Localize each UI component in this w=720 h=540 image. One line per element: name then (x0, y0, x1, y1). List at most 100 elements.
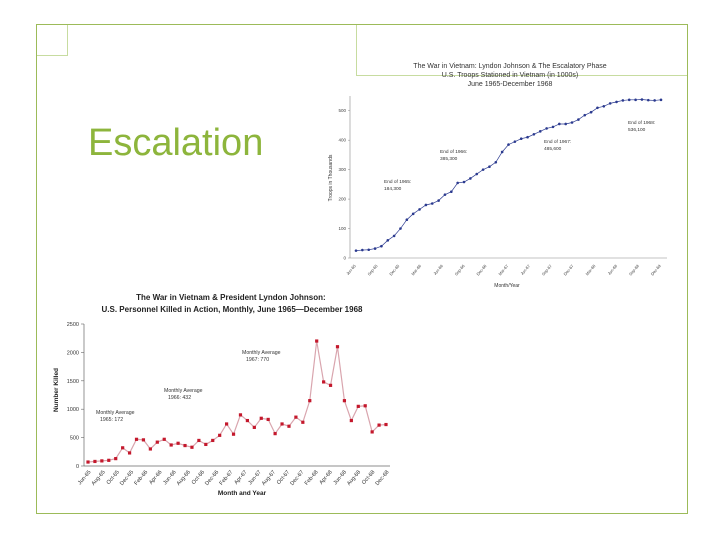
data-point (349, 418, 353, 423)
data-point (443, 193, 447, 196)
kia-chart: The War in Vietnam & President Lyndon Jo… (53, 293, 391, 497)
y-tick-label: 500 (70, 436, 79, 442)
data-point (424, 203, 428, 207)
x-tick-label: Jun-66 (432, 263, 444, 276)
data-point (538, 130, 542, 133)
y-tick-label: 1000 (67, 407, 79, 413)
y-tick-label: 300 (338, 167, 346, 172)
data-point (148, 447, 152, 451)
data-point (481, 168, 485, 171)
data-point (399, 227, 402, 230)
x-tick-label: Dec-68 (375, 469, 391, 486)
data-point (273, 432, 277, 436)
data-point (335, 345, 340, 349)
slide-frame (36, 24, 688, 514)
x-tick-label: Sep-65 (366, 263, 379, 277)
x-tick-label: Dec-65 (119, 469, 135, 486)
data-point (475, 172, 479, 176)
data-point (162, 437, 166, 441)
data-point (418, 208, 421, 211)
y-tick-label: 1500 (67, 379, 79, 385)
data-point (640, 98, 644, 101)
data-point (558, 122, 561, 126)
y-tick-label: 0 (343, 256, 346, 261)
data-point (141, 438, 146, 442)
x-tick-label: Aug-68 (346, 469, 362, 486)
data-point (627, 98, 631, 102)
chart-subtitle: U.S. Troops Stationed in Vietnam (in 100… (442, 72, 578, 79)
data-point (377, 423, 381, 427)
data-point (526, 135, 529, 139)
x-tick-label: Apr-67 (233, 469, 248, 486)
x-tick-label: Sep-68 (628, 263, 641, 277)
y-axis-label: Number Killed (53, 368, 60, 412)
data-point (245, 418, 249, 423)
data-point (231, 432, 236, 436)
x-tick-label: Dec-68 (650, 263, 663, 277)
data-point (114, 457, 118, 461)
data-point (169, 443, 173, 447)
data-point (134, 437, 139, 441)
data-point (462, 180, 466, 184)
data-point (373, 247, 377, 250)
data-point (354, 249, 358, 252)
x-tick-label: Feb-66 (133, 469, 149, 486)
x-tick-label: Dec-66 (204, 469, 220, 486)
y-axis-label: Troops in Thousands (328, 154, 334, 201)
data-point (328, 383, 333, 387)
data-point (155, 440, 159, 444)
x-tick-label: Aug-67 (261, 469, 277, 486)
data-point (564, 122, 567, 126)
data-point (204, 442, 208, 447)
data-point (100, 459, 104, 463)
data-point (380, 244, 383, 248)
data-point (225, 422, 229, 426)
corner-decoration (356, 25, 687, 76)
data-point (127, 451, 132, 455)
chart-title: The War in Vietnam & President Lyndon Jo… (102, 293, 364, 314)
data-point (411, 212, 415, 216)
x-tick-label: Sep-66 (454, 263, 467, 277)
troops-chart: The War in Vietnam: Lyndon Johnson & The… (328, 63, 667, 289)
data-point (488, 165, 491, 168)
data-point (469, 177, 472, 180)
chart-title: The War in Vietnam: Lyndon Johnson & The… (413, 63, 606, 70)
corner-decoration (37, 25, 68, 56)
x-tick-label: Mar-67 (497, 263, 509, 277)
data-point (121, 446, 125, 450)
data-point (190, 445, 194, 449)
data-point (315, 339, 319, 343)
data-point (183, 443, 187, 448)
annotation: Monthly Average 1965: 172 (96, 410, 135, 423)
data-point (301, 420, 305, 424)
x-tick-label: Sep-67 (541, 263, 554, 277)
y-tick-label: 400 (338, 138, 346, 143)
x-tick-label: Aug-65 (91, 469, 107, 486)
data-point (532, 132, 536, 136)
x-tick-label: Jun-65 (345, 263, 357, 276)
data-point (615, 100, 618, 104)
data-point (266, 417, 270, 422)
data-point (252, 425, 256, 429)
x-tick-label: Apr-68 (319, 469, 334, 486)
chart-title-line: U.S. Personnel Killed in Action, Monthly… (102, 305, 364, 314)
annotation: End of 1968: 536,100 (628, 120, 655, 133)
x-tick-label: Mar-66 (410, 263, 422, 277)
data-point (259, 416, 263, 420)
data-point (218, 433, 222, 437)
x-tick-label: Feb-67 (219, 469, 235, 486)
data-point (437, 199, 440, 202)
data-point (596, 106, 599, 110)
data-point (294, 415, 298, 419)
x-tick-label: Apr-66 (148, 469, 163, 486)
data-point (577, 118, 580, 121)
data-point (176, 441, 180, 445)
data-point (608, 102, 612, 105)
x-tick-label: Jun-68 (607, 263, 619, 276)
data-point (583, 113, 587, 117)
data-point (494, 160, 498, 164)
data-point (86, 460, 90, 464)
y-tick-label: 2500 (67, 322, 79, 328)
data-point (430, 202, 434, 205)
data-point (456, 181, 459, 185)
